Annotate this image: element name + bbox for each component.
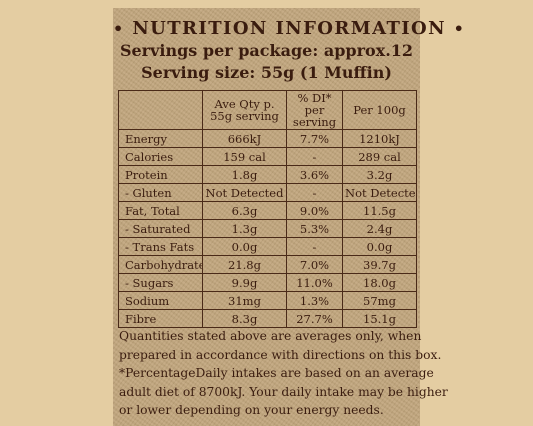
table-row: - Gluten Not Detected - Not Detected: [118, 183, 417, 202]
nutrition-table: Ave Qty p. 55g serving % DI* per serving…: [118, 90, 417, 328]
nutrient-label: Carbohydrate: [118, 255, 203, 274]
table-header-row: Ave Qty p. 55g serving % DI* per serving…: [118, 90, 417, 130]
daily-intake-value: -: [286, 183, 343, 202]
nutrient-label: Calories: [118, 147, 203, 166]
nutrient-label: - Gluten: [118, 183, 203, 202]
daily-intake-value: 5.3%: [286, 219, 343, 238]
per-100g-value: 39.7g: [342, 255, 417, 274]
per-serving-value: 21.8g: [202, 255, 287, 274]
table-row: - Trans Fats 0.0g - 0.0g: [118, 237, 417, 256]
nutrient-label: Energy: [118, 129, 203, 148]
per-100g-value: 289 cal: [342, 147, 417, 166]
header-per-serving: Ave Qty p. 55g serving: [202, 90, 287, 130]
per-serving-value: Not Detected: [202, 183, 287, 202]
footnotes: Quantities stated above are averages onl…: [119, 327, 448, 420]
daily-intake-value: 9.0%: [286, 201, 343, 220]
title-bullet-left: •: [113, 19, 125, 38]
table-row: - Sugars 9.9g 11.0% 18.0g: [118, 273, 417, 292]
table-row: Carbohydrate 21.8g 7.0% 39.7g: [118, 255, 417, 274]
per-serving-value: 666kJ: [202, 129, 287, 148]
per-serving-value: 6.3g: [202, 201, 287, 220]
per-100g-value: 0.0g: [342, 237, 417, 256]
table-row: Sodium 31mg 1.3% 57mg: [118, 291, 417, 310]
servings-per-package: Servings per package: approx.12: [119, 41, 414, 60]
title-bullet-right: •: [453, 19, 466, 38]
per-100g-value: 3.2g: [342, 165, 417, 184]
table-row: Energy 666kJ 7.7% 1210kJ: [118, 129, 417, 148]
daily-intake-value: 3.6%: [286, 165, 343, 184]
nutrient-label: Protein: [118, 165, 203, 184]
footnote-line: prepared in accordance with directions o…: [119, 347, 442, 362]
nutrition-panel: • NUTRITION INFORMATION • Servings per p…: [113, 8, 464, 426]
per-100g-value: 15.1g: [342, 309, 417, 328]
per-serving-value: 1.8g: [202, 165, 287, 184]
table-row: Protein 1.8g 3.6% 3.2g: [118, 165, 417, 184]
table-row: - Saturated 1.3g 5.3% 2.4g: [118, 219, 417, 238]
per-serving-value: 8.3g: [202, 309, 287, 328]
nutrient-label: Fat, Total: [118, 201, 203, 220]
daily-intake-value: -: [286, 237, 343, 256]
footnote-line: or lower depending on your energy needs.: [119, 403, 384, 417]
per-serving-value: 31mg: [202, 291, 287, 310]
nutrition-title: • NUTRITION INFORMATION •: [113, 18, 464, 39]
daily-intake-value: 7.7%: [286, 129, 343, 148]
header-nutrient: [118, 90, 203, 130]
daily-intake-value: -: [286, 147, 343, 166]
nutrient-label: - Sugars: [118, 273, 203, 292]
nutrient-label: Fibre: [118, 309, 203, 328]
header-daily-intake: % DI* per serving: [286, 90, 343, 130]
per-100g-value: 1210kJ: [342, 129, 417, 148]
daily-intake-value: 1.3%: [286, 291, 343, 310]
daily-intake-value: 27.7%: [286, 309, 343, 328]
header-per-100g: Per 100g: [342, 90, 417, 130]
per-100g-value: Not Detected: [342, 183, 417, 202]
per-100g-value: 57mg: [342, 291, 417, 310]
per-100g-value: 2.4g: [342, 219, 417, 238]
per-serving-value: 1.3g: [202, 219, 287, 238]
per-100g-value: 18.0g: [342, 273, 417, 292]
per-100g-value: 11.5g: [342, 201, 417, 220]
per-serving-value: 159 cal: [202, 147, 287, 166]
nutrient-label: Sodium: [118, 291, 203, 310]
nutrient-label: - Saturated: [118, 219, 203, 238]
footnote-line: Quantities stated above are averages onl…: [119, 329, 422, 343]
table-row: Fibre 8.3g 27.7% 15.1g: [118, 309, 417, 328]
footnote-line: *PercentageDaily intakes are based on an…: [119, 366, 434, 380]
footnote-line: adult diet of 8700kJ. Your daily intake …: [119, 384, 448, 399]
title-text: NUTRITION INFORMATION: [132, 18, 446, 39]
table-row: Fat, Total 6.3g 9.0% 11.5g: [118, 201, 417, 220]
table-row: Calories 159 cal - 289 cal: [118, 147, 417, 166]
nutrient-label: - Trans Fats: [118, 237, 203, 256]
per-serving-value: 0.0g: [202, 237, 287, 256]
daily-intake-value: 11.0%: [286, 273, 343, 292]
serving-size: Serving size: 55g (1 Muffin): [141, 63, 392, 82]
per-serving-value: 9.9g: [202, 273, 287, 292]
daily-intake-value: 7.0%: [286, 255, 343, 274]
